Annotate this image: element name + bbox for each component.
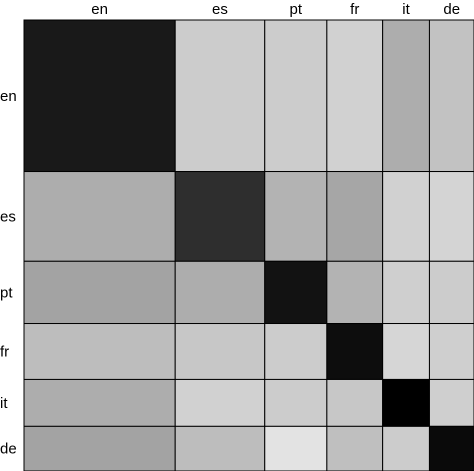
heatmap-cell-es-es [174, 171, 266, 262]
heatmap-cell-pt-it [382, 260, 430, 325]
y-tick-labels: en es pt fr it de [0, 88, 17, 458]
heatmap-cell-pt-pt [264, 260, 328, 325]
x-tick-label-fr: fr [350, 1, 359, 18]
heatmap-cell-fr-de [428, 323, 474, 380]
heatmap-cell-it-es [174, 378, 266, 427]
y-tick-label-de: de [0, 441, 17, 458]
heatmap-cell-de-en [23, 425, 176, 471]
y-tick-label-it: it [0, 395, 8, 412]
heatmap-cell-de-it [382, 425, 430, 471]
heatmap-cell-es-it [382, 171, 430, 262]
heatmap-cell-fr-es [174, 323, 266, 380]
heatmap-cell-en-fr [326, 19, 384, 173]
heatmap-cell-it-it [382, 378, 430, 427]
heatmap-cell-es-de [428, 171, 474, 262]
heatmap-cell-de-fr [326, 425, 384, 471]
heatmap-cell-en-pt [264, 19, 328, 173]
heatmap-cell-en-de [428, 19, 474, 173]
x-tick-label-it: it [402, 1, 410, 18]
y-tick-label-fr: fr [0, 343, 9, 360]
heatmap-cell-de-de [428, 425, 474, 471]
heatmap-cell-it-de [428, 378, 474, 427]
heatmap-cell-fr-en [23, 323, 176, 380]
heatmap-cell-pt-fr [326, 260, 384, 325]
heatmap-cell-pt-de [428, 260, 474, 325]
heatmap-cell-it-en [23, 378, 176, 427]
heatmap-cell-en-it [382, 19, 430, 173]
heatmap-cell-it-pt [264, 378, 328, 427]
heatmap-cell-pt-en [23, 260, 176, 325]
x-tick-label-pt: pt [290, 1, 303, 18]
heatmap-cell-es-en [23, 171, 176, 262]
y-tick-label-es: es [0, 208, 16, 225]
x-tick-label-de: de [443, 1, 460, 18]
heatmap-cell-es-fr [326, 171, 384, 262]
heatmap-cell-it-fr [326, 378, 384, 427]
heatmap-cell-en-es [174, 19, 266, 173]
heatmap-cell-fr-fr [326, 323, 384, 380]
heatmap-cell-pt-es [174, 260, 266, 325]
y-tick-label-en: en [0, 88, 17, 105]
heatmap-cell-es-pt [264, 171, 328, 262]
x-tick-label-en: en [91, 1, 108, 18]
y-tick-label-pt: pt [0, 284, 13, 301]
heatmap-cell-de-pt [264, 425, 328, 471]
heatmap-cell-fr-pt [264, 323, 328, 380]
heatmap-cell-de-es [174, 425, 266, 471]
x-tick-labels: en es pt fr it de [91, 1, 460, 18]
heatmap-cells [23, 19, 474, 471]
heatmap-cell-en-en [23, 19, 176, 173]
heatmap-cell-fr-it [382, 323, 430, 380]
x-tick-label-es: es [212, 1, 228, 18]
